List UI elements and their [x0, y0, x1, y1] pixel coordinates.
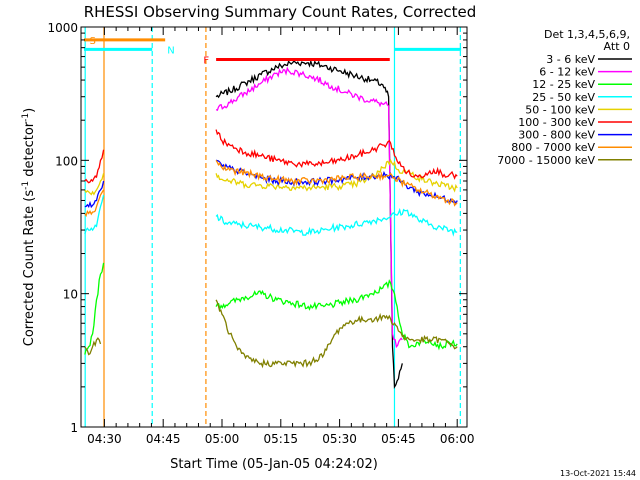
chart-title: RHESSI Observing Summary Count Rates, Co… [84, 3, 477, 21]
legend-entry-label: 300 - 800 keV [518, 129, 595, 142]
legend-entry-label: 7000 - 15000 keV [497, 154, 595, 167]
legend-entry-label: 25 - 50 keV [532, 91, 595, 104]
flag-label: F [203, 56, 209, 67]
y-axis-label-part: -1 [21, 113, 31, 122]
legend-entry-label: 12 - 25 keV [532, 78, 595, 91]
y-axis-label-part: Corrected Count Rate (s [22, 190, 37, 347]
series-lines [84, 59, 458, 389]
series-line [215, 59, 403, 389]
x-tick-label: 06:00 [440, 432, 475, 446]
y-axis-label-part: detector [22, 121, 37, 181]
x-tick-label: 05:45 [381, 432, 416, 446]
axes: 04:30 04:45 05:00 05:15 05:30 05:45 06:00 1 10 10… [47, 21, 474, 446]
x-axis-label: Start Time (05-Jan-05 04:24:02) [170, 457, 378, 472]
x-tick-label: 05:00 [205, 432, 240, 446]
series-line [84, 194, 458, 237]
y-axis-label-part: -1 [21, 181, 31, 190]
x-tick-label: 04:30 [87, 432, 122, 446]
y-tick-label: 10 [63, 288, 78, 302]
legend-entry-label: 6 - 12 keV [539, 66, 595, 79]
plot-frame [80, 26, 468, 428]
y-tick-label: 1 [70, 421, 78, 435]
y-tick-label: 1000 [47, 21, 78, 35]
flag-label: S [89, 36, 95, 47]
series-line [84, 159, 458, 209]
footer-timestamp: 13-Oct-2021 15:44 [560, 469, 636, 478]
legend-entry-label: 3 - 6 keV [546, 53, 595, 66]
y-tick-label: 100 [55, 154, 78, 168]
y-axis-label: Corrected Count Rate (s-1 detector-1) [21, 108, 37, 346]
series-line [84, 262, 458, 355]
legend-header: Att 0 [604, 40, 630, 53]
legend-entry-label: 100 - 300 keV [518, 116, 595, 129]
y-axis-label-part: ) [22, 108, 37, 113]
x-tick-label: 05:15 [263, 432, 298, 446]
x-tick-label: 05:30 [322, 432, 357, 446]
series-line [215, 66, 403, 349]
legend-entry-label: 50 - 100 keV [525, 103, 595, 116]
series-line [84, 159, 458, 218]
legend-header: Det 1,3,4,5,6,9, [544, 28, 630, 41]
series-line [84, 129, 458, 184]
flag-label: N [167, 45, 174, 56]
series-line [84, 158, 458, 196]
flag-bars: S N F [84, 36, 462, 67]
legend-entry-label: 800 - 7000 keV [511, 141, 595, 154]
series-line [84, 299, 458, 369]
vertical-markers [84, 27, 461, 427]
x-tick-label: 04:45 [146, 432, 181, 446]
